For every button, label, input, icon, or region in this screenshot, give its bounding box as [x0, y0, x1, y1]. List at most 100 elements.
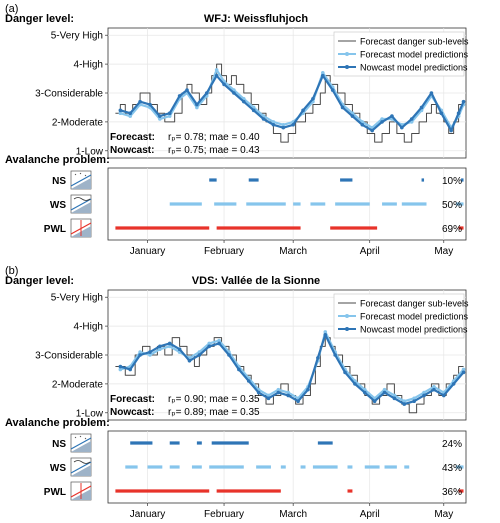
data-point	[158, 347, 162, 352]
data-point	[390, 114, 394, 118]
data-point	[237, 367, 241, 372]
icon-layer	[70, 198, 92, 211]
data-point	[343, 370, 347, 375]
legend-marker	[345, 327, 349, 331]
data-point	[251, 108, 256, 113]
avalanche-problem-label: Avalanche problem:	[5, 417, 110, 429]
data-point	[207, 344, 212, 349]
data-point	[402, 399, 407, 404]
legend-marker	[345, 314, 349, 318]
problem-percent: 24%	[442, 439, 462, 450]
x-tick-label: May	[434, 509, 453, 520]
data-point	[118, 108, 123, 113]
data-point	[412, 396, 416, 401]
data-point	[187, 358, 192, 363]
y-tick-label: 1-Low	[76, 408, 104, 419]
data-point	[271, 122, 276, 127]
data-point	[118, 111, 123, 116]
chart-title: WFJ: Weissfluhjoch	[204, 13, 309, 25]
data-point	[461, 367, 466, 372]
data-point	[197, 353, 202, 357]
data-point	[360, 122, 365, 127]
x-tick-label: April	[360, 246, 380, 257]
data-point	[214, 68, 219, 72]
data-point	[380, 117, 384, 121]
stats-value: rₚ= 0.75; mae = 0.43	[168, 145, 260, 156]
data-point	[217, 338, 221, 343]
data-point	[281, 122, 286, 127]
data-point	[167, 111, 172, 116]
data-point	[372, 399, 377, 404]
panel-a: (a)Danger level: WFJ: Weissfluhjoch 1-Low 2…	[5, 3, 469, 257]
legend-item: Nowcast model predictions	[360, 63, 468, 73]
avalanche-ns-icon	[70, 433, 92, 453]
y-tick-label: 4-High	[74, 60, 103, 71]
data-point	[281, 125, 286, 130]
data-point	[321, 73, 325, 78]
data-point	[256, 390, 261, 395]
icon-slope	[71, 202, 91, 213]
y-tick-label: 2-Moderate	[52, 379, 104, 390]
data-point	[214, 73, 219, 78]
avalanche-ws-icon	[70, 457, 92, 477]
data-point	[148, 353, 152, 357]
data-point	[370, 128, 374, 133]
x-tick-label: February	[204, 246, 244, 257]
x-tick-label: March	[279, 246, 307, 257]
data-point	[207, 341, 212, 346]
data-point	[148, 350, 152, 354]
y-tick-label: 4-High	[74, 322, 103, 333]
data-point	[185, 88, 189, 92]
legend-item: Forecast danger sub-levels	[360, 37, 469, 47]
avalanche-ns-icon	[70, 170, 92, 190]
data-point	[276, 390, 281, 395]
avalanche-pwl-icon	[70, 481, 92, 501]
data-point	[432, 387, 436, 392]
y-tick-label: 5-Very High	[51, 31, 103, 42]
icon-slope	[71, 465, 91, 476]
data-point	[118, 367, 123, 372]
problem-code: PWL	[44, 224, 66, 235]
data-point	[138, 350, 142, 354]
data-point	[362, 390, 367, 395]
data-point	[409, 117, 414, 121]
data-point	[392, 396, 397, 401]
data-point	[402, 402, 407, 406]
chart-title: VDS: Vallée de la Sionne	[192, 275, 320, 287]
data-point	[232, 91, 236, 95]
data-point	[246, 379, 251, 383]
data-point	[167, 344, 172, 349]
data-point	[158, 344, 162, 349]
avalanche-pwl-icon	[70, 218, 92, 238]
data-point	[449, 128, 453, 133]
data-point	[148, 102, 152, 107]
data-point	[456, 111, 461, 116]
data-point	[316, 356, 320, 360]
y-tick-label: 5-Very High	[51, 293, 103, 304]
legend-item: Forecast model predictions	[360, 312, 469, 322]
data-point	[432, 384, 436, 389]
data-point	[128, 114, 133, 118]
data-point	[177, 347, 182, 352]
data-point	[266, 396, 271, 401]
data-point	[128, 367, 133, 372]
data-point	[353, 382, 357, 386]
danger-level-label: Danger level:	[5, 275, 74, 287]
legend-item: Forecast danger sub-levels	[360, 299, 469, 309]
data-point	[382, 387, 387, 392]
problem-percent: 36%	[442, 487, 462, 498]
data-point	[241, 99, 246, 104]
data-point	[461, 99, 466, 104]
icon-layer	[70, 174, 92, 187]
data-point	[118, 364, 123, 369]
data-point	[439, 111, 444, 116]
data-point	[330, 88, 335, 92]
problem-code: NS	[52, 439, 66, 450]
data-point	[340, 105, 345, 110]
stats-value: rₚ= 0.90; mae = 0.35	[168, 394, 260, 405]
y-tick-label: 3-Considerable	[35, 89, 103, 100]
stats-value: rₚ= 0.78; mae = 0.40	[168, 132, 260, 143]
legend-item: Nowcast model predictions	[360, 325, 468, 335]
y-tick-label: 2-Moderate	[52, 117, 104, 128]
